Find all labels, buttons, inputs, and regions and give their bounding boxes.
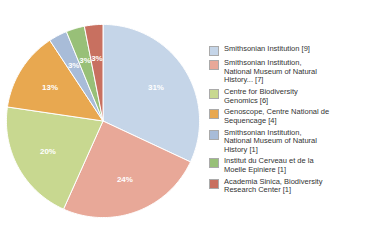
svg-text:3%: 3% [79,56,91,65]
html-text:Smithsonian Institution, Natio: Smithsonian Institution, National Museum… [224,127,317,154]
svg-text:31%: 31% [148,82,164,91]
svg-text:20%: 20% [40,146,56,155]
html-text:Genoscope, Centre National de: Genoscope, Centre National de Sequencage… [224,107,330,125]
svg-text:24%: 24% [117,175,133,184]
svg-text:13%: 13% [42,82,58,91]
html-text:Institut du Cerveau et de la M: Institut du Cerveau et de la Moelle Epin… [224,156,314,174]
html-text:Academia Sinica, Biodiversity: Academia Sinica, Biodiversity Research C… [224,176,323,195]
html-text:Smithsonian Institution [9]: Smithsonian Institution [9] [224,44,310,54]
svg-text:3%: 3% [91,54,103,63]
html-text:Smithsonian Institution, Natio: Smithsonian Institution, National Museum… [224,58,317,85]
html-text:Centre for Biodiversity Genomi: Centre for Biodiversity Genomics [6] [224,87,298,105]
svg-text:3%: 3% [68,61,80,70]
